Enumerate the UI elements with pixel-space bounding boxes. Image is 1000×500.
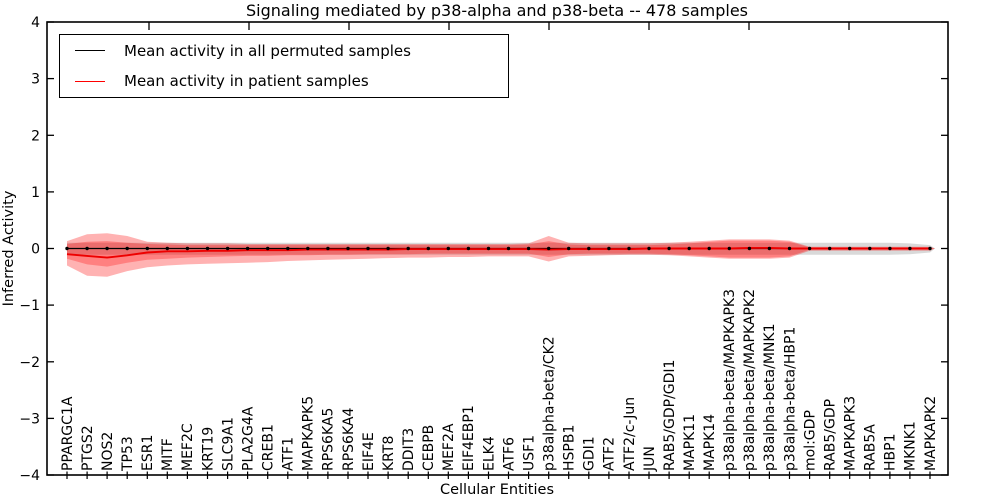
- svg-text:SLC9A1: SLC9A1: [220, 417, 236, 471]
- svg-text:p38alpha-beta/MAPKAPK2: p38alpha-beta/MAPKAPK2: [742, 289, 758, 471]
- svg-text:p38alpha-beta/CK2: p38alpha-beta/CK2: [542, 336, 558, 471]
- svg-text:−1: −1: [19, 298, 40, 314]
- svg-text:1: 1: [31, 185, 40, 201]
- x-tick-labels: PPARGC1A PTGS2 NOS2 TP53 ESR1 MITF MEF2C KRT19 S…: [60, 289, 939, 472]
- svg-text:MEF2C: MEF2C: [180, 423, 196, 471]
- legend-item-patient: Mean activity in patient samples: [60, 66, 508, 96]
- svg-text:MAPKAPK2: MAPKAPK2: [923, 396, 939, 471]
- svg-text:TP53: TP53: [120, 436, 136, 472]
- svg-text:JUN: JUN: [642, 446, 658, 472]
- svg-text:PPARGC1A: PPARGC1A: [60, 396, 76, 471]
- svg-text:ATF1: ATF1: [281, 437, 297, 471]
- svg-text:RPS6KA4: RPS6KA4: [341, 408, 357, 471]
- legend-label-patient: Mean activity in patient samples: [124, 72, 369, 91]
- plot-generated: 4 3 2 1 0 −1 −2 −3 −4 PPARGC1A PTGS2 NOS2 TP53 ESR1 MI…: [19, 15, 949, 484]
- svg-text:ELK4: ELK4: [481, 436, 497, 471]
- svg-text:GDI1: GDI1: [582, 436, 598, 471]
- svg-text:KRT19: KRT19: [200, 427, 216, 471]
- svg-text:MKNK1: MKNK1: [903, 421, 919, 471]
- svg-text:EIF4EBP1: EIF4EBP1: [461, 405, 477, 471]
- svg-text:ATF2: ATF2: [602, 437, 618, 471]
- svg-text:NOS2: NOS2: [100, 432, 116, 471]
- patient-band-outer-area: [67, 233, 935, 277]
- svg-text:4: 4: [31, 15, 40, 31]
- y-tick-labels: 4 3 2 1 0 −1 −2 −3 −4: [19, 15, 40, 484]
- svg-text:0: 0: [31, 242, 40, 258]
- patient-line-swatch: [75, 80, 105, 82]
- svg-text:RAB5/GDP/GDI1: RAB5/GDP/GDI1: [662, 360, 678, 471]
- svg-text:−2: −2: [19, 355, 40, 371]
- svg-text:KRT8: KRT8: [381, 436, 397, 471]
- axis-ticks: [47, 21, 948, 479]
- svg-text:mol:GDP: mol:GDP: [802, 410, 818, 471]
- svg-text:MITF: MITF: [160, 438, 176, 471]
- y-axis-label: Inferred Activity: [1, 190, 17, 306]
- svg-text:CREB1: CREB1: [261, 424, 277, 471]
- svg-text:DDIT3: DDIT3: [401, 428, 417, 471]
- svg-text:PTGS2: PTGS2: [80, 425, 96, 471]
- svg-text:CEBPB: CEBPB: [421, 425, 437, 471]
- legend: Mean activity in all permuted samples Me…: [59, 34, 509, 98]
- patient-mean-line: [66, 246, 930, 259]
- x-axis-label: Cellular Entities: [440, 482, 554, 498]
- svg-text:MAPKAPK5: MAPKAPK5: [301, 396, 317, 471]
- svg-text:RAB5/GDP: RAB5/GDP: [823, 399, 839, 471]
- legend-item-permuted: Mean activity in all permuted samples: [60, 36, 508, 66]
- svg-text:p38alpha-beta/MAPKAPK3: p38alpha-beta/MAPKAPK3: [722, 289, 738, 471]
- svg-text:ATF2/c-Jun: ATF2/c-Jun: [622, 397, 638, 471]
- svg-text:HSPB1: HSPB1: [562, 425, 578, 471]
- svg-text:MAPK14: MAPK14: [702, 414, 718, 471]
- svg-text:p38alpha-beta/MNK1: p38alpha-beta/MNK1: [762, 324, 778, 472]
- legend-label-permuted: Mean activity in all permuted samples: [124, 41, 411, 60]
- svg-text:USF1: USF1: [521, 435, 537, 471]
- svg-text:PLA2G4A: PLA2G4A: [240, 406, 256, 471]
- svg-text:ESR1: ESR1: [140, 435, 156, 471]
- svg-text:MEF2A: MEF2A: [441, 423, 457, 471]
- svg-text:RPS6KA5: RPS6KA5: [321, 408, 337, 471]
- svg-text:2: 2: [31, 128, 40, 144]
- patient-band-inner-area: [67, 240, 935, 267]
- svg-text:EIF4E: EIF4E: [361, 432, 377, 471]
- svg-text:ATF6: ATF6: [501, 437, 517, 471]
- svg-text:−4: −4: [19, 468, 40, 484]
- svg-text:p38alpha-beta/HBP1: p38alpha-beta/HBP1: [782, 327, 798, 471]
- svg-text:MAPKAPK3: MAPKAPK3: [843, 396, 859, 471]
- svg-text:RAB5A: RAB5A: [863, 424, 879, 471]
- svg-text:3: 3: [31, 72, 40, 88]
- svg-text:MAPK11: MAPK11: [682, 414, 698, 471]
- chart-title: Signaling mediated by p38-alpha and p38-…: [246, 1, 748, 20]
- permuted-line-swatch: [75, 50, 105, 52]
- svg-text:−3: −3: [19, 411, 40, 427]
- permuted-mean-markers: [65, 246, 932, 251]
- svg-text:HBP1: HBP1: [883, 434, 899, 471]
